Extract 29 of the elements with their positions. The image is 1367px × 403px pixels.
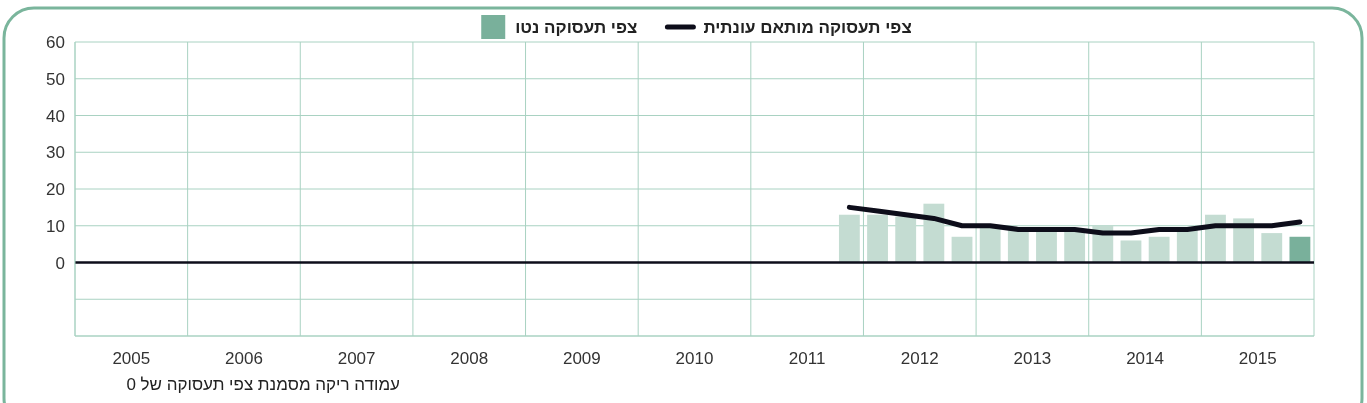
legend-label: צפי תעסוקה מותאם עונתית bbox=[703, 18, 912, 37]
bar bbox=[951, 236, 973, 263]
bar bbox=[1120, 240, 1142, 263]
text: עמודה ריקה מסמנת צפי תעסוקה של 0 bbox=[126, 375, 401, 394]
y-tick-label: 60 bbox=[46, 33, 65, 52]
x-tick-label: 2014 bbox=[1126, 349, 1164, 368]
x-tick-label: 2006 bbox=[225, 349, 263, 368]
x-tick-label: 2012 bbox=[900, 349, 939, 368]
legend-label: צפי תעסוקה נטו bbox=[515, 18, 638, 37]
x-tick-label: 2015 bbox=[1238, 349, 1277, 368]
x-tick-label: 2008 bbox=[450, 349, 489, 368]
bar bbox=[895, 216, 917, 263]
y-tick-label: 50 bbox=[46, 69, 65, 89]
y-tick-label: 10 bbox=[46, 216, 65, 236]
bar bbox=[838, 214, 860, 263]
bar bbox=[1289, 236, 1311, 263]
y-tick-label: 0 bbox=[55, 253, 65, 273]
y-tick-label: 40 bbox=[46, 106, 65, 126]
bar bbox=[1148, 236, 1170, 263]
x-tick-label: 2013 bbox=[1013, 349, 1052, 368]
x-tick-label: 2007 bbox=[337, 349, 376, 368]
y-tick-label: 30 bbox=[46, 143, 65, 163]
x-tick-label: 2009 bbox=[562, 349, 601, 368]
x-tick-label: 2011 bbox=[788, 349, 826, 368]
x-tick-label: 2005 bbox=[112, 349, 151, 368]
bar bbox=[1261, 233, 1283, 263]
y-tick-label: 20 bbox=[46, 180, 65, 199]
bar bbox=[867, 214, 888, 263]
x-tick-label: 2010 bbox=[675, 349, 714, 368]
